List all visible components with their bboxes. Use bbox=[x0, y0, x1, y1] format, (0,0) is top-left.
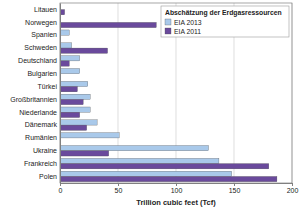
x-tick: 0 bbox=[59, 183, 63, 194]
x-tick-label: 200 bbox=[287, 187, 299, 194]
bar bbox=[60, 43, 72, 48]
y-tick: Ukraine bbox=[33, 147, 60, 154]
x-tick-label: 100 bbox=[171, 187, 183, 194]
y-tick-label: Frankreich bbox=[24, 160, 57, 167]
bar bbox=[60, 112, 80, 117]
y-tick: Polen bbox=[39, 173, 60, 180]
x-axis-title: Trillion cubic feet (Tcf) bbox=[136, 198, 216, 207]
y-tick-label: Litauen bbox=[34, 6, 57, 13]
y-tick: Spanien bbox=[31, 31, 60, 39]
y-tick: Bulgarien bbox=[27, 70, 60, 78]
grid-line bbox=[118, 3, 119, 183]
legend-swatch bbox=[165, 19, 171, 25]
legend-label: EIA 2011 bbox=[174, 28, 201, 35]
bar bbox=[60, 151, 109, 156]
y-tick-label: Schweden bbox=[24, 44, 57, 51]
bar bbox=[60, 176, 277, 181]
bar bbox=[60, 158, 219, 163]
y-axis: Litauen Norwegen Spanien Schweden Deutschlan… bbox=[10, 4, 60, 184]
y-tick-label: Polen bbox=[39, 173, 57, 180]
y-tick: Frankreich bbox=[24, 160, 60, 167]
legend-swatch bbox=[165, 28, 171, 34]
bar bbox=[60, 30, 69, 35]
bar bbox=[60, 68, 80, 73]
bar bbox=[60, 48, 108, 53]
y-tick: Deutschland bbox=[18, 57, 60, 64]
y-tick: Litauen bbox=[34, 6, 60, 13]
y-tick: Großbritannien bbox=[10, 96, 60, 103]
y-tick-label: Norwegen bbox=[25, 19, 57, 27]
legend-label: EIA 2013 bbox=[174, 19, 202, 26]
x-axis: 0 50 100 150 200 bbox=[59, 183, 299, 194]
y-tick-label: Ukraine bbox=[33, 147, 57, 154]
x-tick-mark bbox=[292, 183, 293, 186]
bar bbox=[60, 164, 269, 169]
legend: Abschätzung der Erdgasressourcen EIA 2013… bbox=[161, 6, 289, 37]
x-tick-label: 150 bbox=[229, 187, 241, 194]
x-tick-mark bbox=[118, 183, 119, 186]
y-tick-label: Großbritannien bbox=[10, 96, 57, 103]
bar bbox=[60, 22, 156, 27]
plot-frame bbox=[60, 3, 292, 183]
y-tick-label: Rumänien bbox=[25, 134, 57, 141]
y-tick-label: Deutschland bbox=[18, 57, 57, 64]
y-tick: Norwegen bbox=[25, 19, 60, 27]
y-tick-label: Bulgarien bbox=[27, 70, 57, 78]
y-tick-label: Niederlande bbox=[19, 108, 57, 115]
bar bbox=[60, 87, 77, 92]
y-tick-label: Dänemark bbox=[25, 121, 58, 128]
x-tick-mark bbox=[234, 183, 235, 186]
y-tick: Niederlande bbox=[19, 108, 60, 115]
x-tick: 200 bbox=[287, 183, 299, 194]
x-tick: 100 bbox=[171, 183, 183, 194]
legend-title: Abschätzung der Erdgasressourcen bbox=[165, 9, 282, 17]
y-tick-label: Spanien bbox=[31, 31, 57, 39]
bar bbox=[60, 56, 80, 61]
grid bbox=[60, 3, 292, 183]
bar bbox=[60, 125, 87, 130]
y-tick: Schweden bbox=[24, 44, 60, 51]
bar bbox=[60, 133, 119, 138]
y-tick: Türkei bbox=[38, 83, 60, 90]
x-tick: 50 bbox=[115, 183, 123, 194]
bar bbox=[60, 146, 208, 151]
x-tick-label: 50 bbox=[115, 187, 123, 194]
legend-box bbox=[161, 6, 289, 37]
bar bbox=[60, 171, 232, 176]
bar bbox=[60, 94, 90, 99]
chart: 0 50 100 150 200 Litauen Norwegen Spanien Schwed… bbox=[0, 0, 300, 207]
x-tick-mark bbox=[176, 183, 177, 186]
bar bbox=[60, 120, 97, 125]
bar bbox=[60, 107, 90, 112]
bar bbox=[60, 99, 83, 104]
y-tick: Dänemark bbox=[25, 121, 60, 128]
x-tick: 150 bbox=[229, 183, 241, 194]
plot: 0 50 100 150 200 Litauen Norwegen Spanien Schwed… bbox=[10, 3, 298, 194]
y-axis-line bbox=[60, 4, 61, 184]
y-tick-label: Türkei bbox=[38, 83, 58, 90]
x-axis-line bbox=[61, 184, 293, 187]
bar bbox=[60, 81, 88, 86]
x-tick-label: 0 bbox=[59, 187, 63, 194]
y-tick: Rumänien bbox=[25, 134, 60, 141]
bar bbox=[60, 61, 69, 66]
